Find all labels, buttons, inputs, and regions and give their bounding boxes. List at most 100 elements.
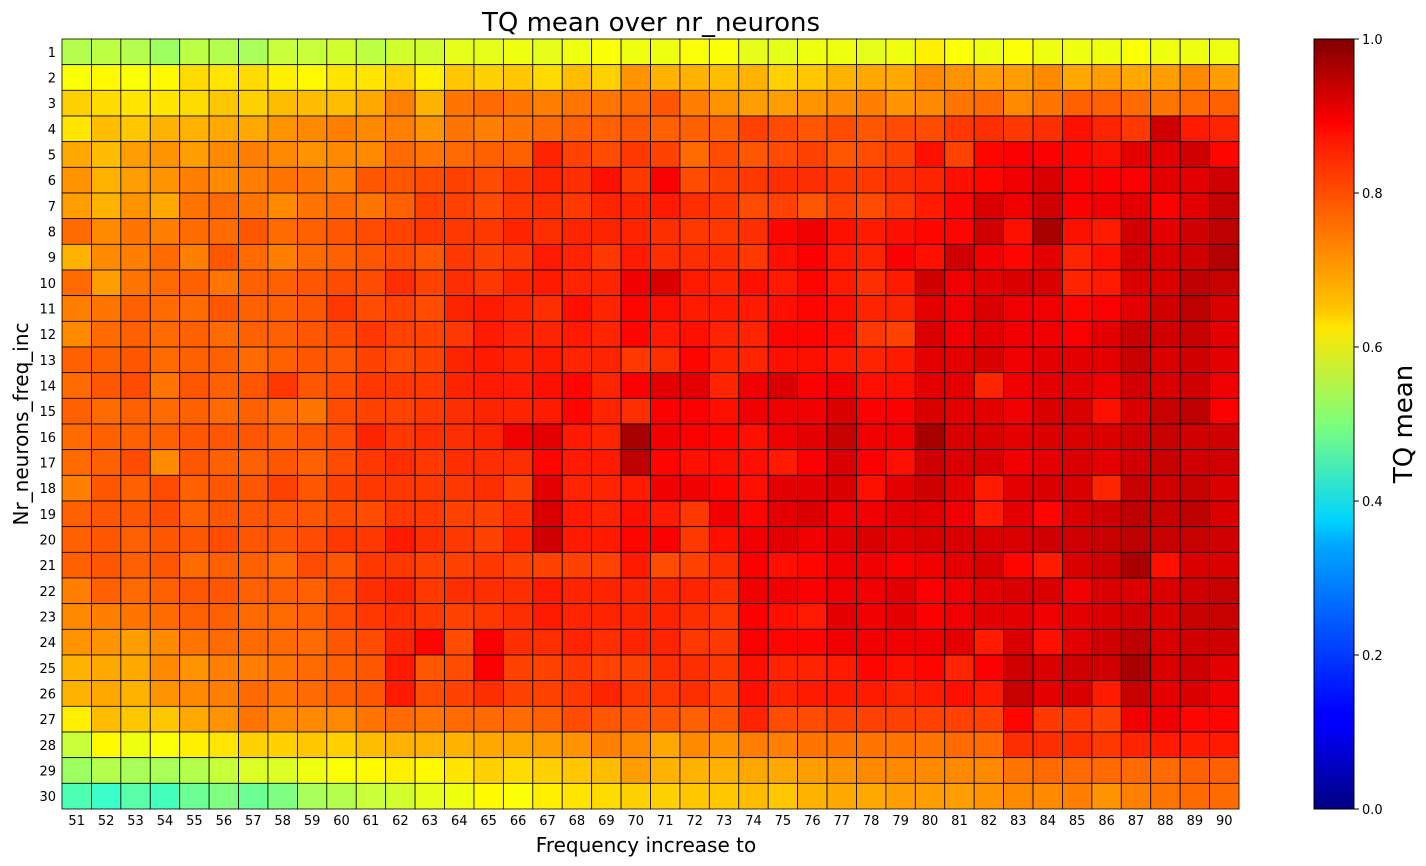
heatmap-cell bbox=[856, 295, 887, 322]
x-tick-label: 90 bbox=[1216, 814, 1233, 829]
heatmap-cell bbox=[561, 243, 593, 271]
heatmap-cell bbox=[620, 474, 651, 502]
heatmap-cell bbox=[591, 577, 622, 605]
heatmap-cell bbox=[91, 269, 122, 297]
heatmap-cell bbox=[355, 500, 387, 528]
heatmap-cell bbox=[326, 577, 357, 605]
heatmap-cell bbox=[650, 38, 681, 66]
heatmap-cell bbox=[914, 603, 946, 630]
heatmap-cell bbox=[1150, 680, 1181, 707]
heatmap-cell bbox=[532, 64, 563, 91]
heatmap-cell bbox=[385, 269, 416, 297]
heatmap-cell bbox=[856, 243, 887, 271]
heatmap-cell bbox=[738, 551, 769, 579]
heatmap-cell bbox=[885, 397, 916, 425]
heatmap-cell bbox=[679, 397, 710, 425]
heatmap-cell bbox=[532, 423, 563, 451]
x-tick-label: 54 bbox=[157, 814, 174, 829]
heatmap-cell bbox=[1032, 218, 1063, 245]
heatmap-cell bbox=[502, 551, 534, 579]
heatmap-cell bbox=[473, 320, 504, 348]
heatmap-cell bbox=[414, 782, 445, 810]
heatmap-cell bbox=[1032, 346, 1063, 374]
heatmap-cell bbox=[738, 295, 769, 322]
heatmap-cell bbox=[355, 243, 387, 271]
heatmap-cell bbox=[238, 218, 269, 245]
heatmap-cell bbox=[208, 526, 239, 553]
heatmap-cell bbox=[914, 89, 946, 117]
heatmap-cell bbox=[914, 577, 946, 605]
heatmap-cell bbox=[650, 115, 681, 143]
heatmap-cell bbox=[473, 64, 504, 91]
x-tick-label: 87 bbox=[1128, 814, 1145, 829]
y-tick-label: 8 bbox=[48, 226, 56, 241]
heatmap-cell bbox=[679, 757, 710, 784]
heatmap-cell bbox=[767, 654, 799, 682]
heatmap-cell bbox=[1179, 192, 1210, 220]
heatmap-cell bbox=[385, 680, 416, 707]
heatmap-cell bbox=[650, 782, 681, 810]
heatmap-cell bbox=[620, 295, 651, 322]
heatmap-cell bbox=[1003, 474, 1034, 502]
heatmap-cell bbox=[296, 115, 328, 143]
heatmap-cell bbox=[1120, 628, 1152, 656]
heatmap-cell bbox=[1003, 680, 1034, 707]
heatmap-cell bbox=[296, 731, 328, 759]
heatmap-cell bbox=[532, 526, 563, 553]
heatmap-cell bbox=[591, 346, 622, 374]
heatmap-cell bbox=[826, 423, 857, 451]
heatmap-cell bbox=[61, 577, 92, 605]
heatmap-cell bbox=[1209, 346, 1240, 374]
heatmap-cell bbox=[179, 603, 210, 630]
heatmap-cell bbox=[91, 705, 122, 733]
heatmap-cell bbox=[502, 603, 534, 630]
heatmap-cell bbox=[385, 731, 416, 759]
heatmap-cell bbox=[91, 372, 122, 399]
heatmap-cell bbox=[1032, 295, 1063, 322]
heatmap-cell bbox=[973, 731, 1005, 759]
heatmap-cell bbox=[1062, 603, 1093, 630]
x-tick-label: 66 bbox=[510, 814, 527, 829]
heatmap-cell bbox=[885, 64, 916, 91]
x-tick-label: 76 bbox=[804, 814, 821, 829]
heatmap-cell bbox=[267, 757, 298, 784]
heatmap-cell bbox=[1062, 38, 1093, 66]
heatmap-cell bbox=[885, 603, 916, 630]
heatmap-cell bbox=[738, 141, 769, 168]
heatmap-cell bbox=[296, 680, 328, 707]
heatmap-cell bbox=[532, 654, 563, 682]
heatmap-cell bbox=[973, 551, 1005, 579]
heatmap-cell bbox=[973, 295, 1005, 322]
heatmap-cell bbox=[61, 218, 92, 245]
heatmap-cell bbox=[561, 577, 593, 605]
heatmap-cell bbox=[856, 551, 887, 579]
heatmap-cell bbox=[355, 295, 387, 322]
heatmap-cell bbox=[561, 218, 593, 245]
heatmap-cell bbox=[267, 449, 298, 476]
heatmap-cell bbox=[355, 654, 387, 682]
heatmap-cell bbox=[179, 705, 210, 733]
heatmap-cell bbox=[1150, 115, 1181, 143]
heatmap-cell bbox=[1150, 526, 1181, 553]
heatmap-cell bbox=[650, 500, 681, 528]
heatmap-cell bbox=[973, 526, 1005, 553]
heatmap-cell bbox=[1209, 551, 1240, 579]
heatmap-cell bbox=[1209, 782, 1240, 810]
heatmap-cell bbox=[120, 526, 151, 553]
heatmap-cell bbox=[650, 64, 681, 91]
heatmap-cell bbox=[444, 141, 475, 168]
heatmap-cell bbox=[296, 243, 328, 271]
heatmap-cell bbox=[267, 115, 298, 143]
heatmap-cell bbox=[502, 89, 534, 117]
heatmap-cell bbox=[826, 320, 857, 348]
heatmap-cell bbox=[1062, 346, 1093, 374]
heatmap-cell bbox=[591, 397, 622, 425]
heatmap-cell bbox=[767, 782, 799, 810]
heatmap-cell bbox=[296, 372, 328, 399]
heatmap-cell bbox=[355, 628, 387, 656]
heatmap-cell bbox=[120, 705, 151, 733]
heatmap-cell bbox=[1091, 603, 1122, 630]
heatmap-cell bbox=[885, 500, 916, 528]
heatmap-cell bbox=[296, 192, 328, 220]
heatmap-cell bbox=[473, 705, 504, 733]
